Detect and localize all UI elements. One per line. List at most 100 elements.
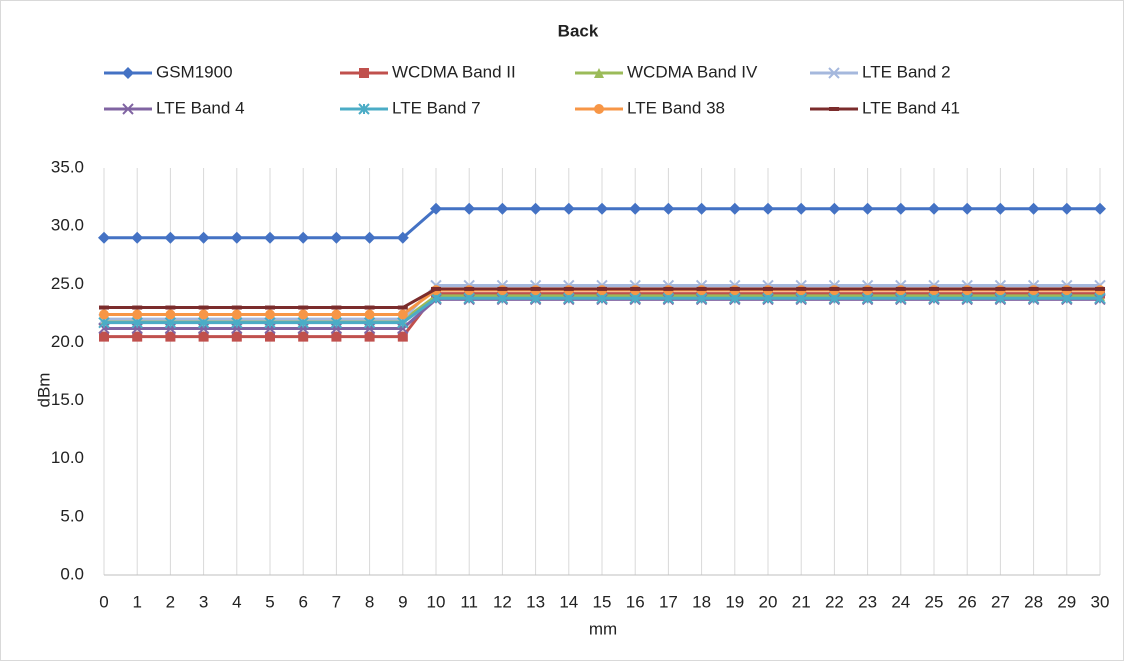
- y-tick-label: 30.0: [51, 216, 84, 235]
- x-tick-label: 20: [759, 592, 778, 611]
- marker: [1094, 202, 1106, 215]
- legend-item: LTE Band 38: [575, 98, 725, 117]
- legend-label: WCDMA Band II: [392, 62, 516, 81]
- x-tick-label: 25: [925, 592, 944, 611]
- marker: [795, 202, 808, 215]
- x-tick-label: 8: [365, 592, 374, 611]
- x-tick-label: 16: [626, 592, 645, 611]
- y-tick-label: 15.0: [51, 390, 84, 409]
- x-tick-label: 28: [1024, 592, 1043, 611]
- marker: [165, 331, 176, 342]
- legend-item: GSM1900: [104, 62, 233, 81]
- marker: [994, 202, 1007, 215]
- marker: [594, 68, 604, 78]
- x-tick-label: 6: [298, 592, 307, 611]
- legend-label: LTE Band 2: [862, 62, 951, 81]
- x-tick-label: 30: [1091, 592, 1110, 611]
- marker: [594, 104, 604, 114]
- marker: [297, 231, 310, 244]
- marker: [330, 231, 343, 244]
- x-tick-label: 4: [232, 592, 241, 611]
- marker: [961, 202, 974, 215]
- legend-item: LTE Band 2: [810, 62, 951, 81]
- legend-label: LTE Band 38: [627, 98, 725, 117]
- legend-item: WCDMA Band II: [340, 62, 516, 81]
- x-tick-label: 3: [199, 592, 208, 611]
- marker: [596, 202, 608, 215]
- y-tick-label: 5.0: [60, 506, 84, 525]
- marker: [828, 67, 840, 79]
- marker: [828, 202, 841, 215]
- marker: [397, 309, 408, 320]
- legend-item: LTE Band 4: [104, 98, 245, 117]
- x-tick-label: 14: [559, 592, 578, 611]
- x-tick-label: 2: [166, 592, 175, 611]
- marker: [695, 202, 708, 215]
- marker: [430, 202, 442, 215]
- y-axis-label: dBm: [34, 373, 53, 408]
- x-tick-label: 11: [460, 592, 478, 611]
- y-tick-label: 20.0: [51, 332, 84, 351]
- marker: [331, 309, 342, 320]
- marker: [359, 68, 369, 78]
- legend-label: WCDMA Band IV: [627, 62, 758, 81]
- marker: [562, 202, 575, 215]
- marker: [231, 309, 242, 320]
- x-tick-label: 21: [792, 592, 811, 611]
- marker: [198, 309, 209, 320]
- marker: [164, 231, 177, 244]
- x-tick-label: 10: [427, 592, 446, 611]
- marker: [397, 331, 408, 342]
- marker: [364, 309, 375, 320]
- marker: [264, 231, 276, 244]
- marker: [230, 231, 243, 244]
- x-tick-label: 26: [958, 592, 977, 611]
- marker: [231, 331, 242, 342]
- x-tick-label: 18: [692, 592, 711, 611]
- marker: [132, 331, 143, 342]
- x-tick-label: 13: [526, 592, 545, 611]
- marker: [762, 202, 774, 215]
- x-tick-label: 12: [493, 592, 512, 611]
- legend-label: LTE Band 41: [862, 98, 960, 117]
- x-tick-label: 29: [1057, 592, 1076, 611]
- marker: [396, 231, 409, 244]
- marker: [364, 331, 375, 342]
- marker: [928, 202, 940, 215]
- marker: [99, 331, 109, 342]
- legend-item: LTE Band 7: [340, 98, 481, 117]
- marker: [265, 309, 275, 320]
- marker: [629, 202, 642, 215]
- y-tick-label: 10.0: [51, 448, 84, 467]
- marker: [529, 202, 542, 215]
- y-tick-label: 35.0: [51, 157, 84, 176]
- x-tick-label: 17: [659, 592, 678, 611]
- marker: [298, 331, 309, 342]
- marker: [99, 309, 109, 320]
- x-tick-label: 1: [132, 592, 141, 611]
- x-tick-label: 27: [991, 592, 1010, 611]
- marker: [198, 331, 209, 342]
- marker: [331, 331, 342, 342]
- marker: [1060, 202, 1073, 215]
- marker: [132, 309, 143, 320]
- legend-item: WCDMA Band IV: [575, 62, 758, 81]
- x-tick-label: 7: [332, 592, 341, 611]
- marker: [463, 202, 476, 215]
- marker: [122, 103, 134, 115]
- x-tick-label: 23: [858, 592, 877, 611]
- marker: [197, 231, 210, 244]
- y-tick-label: 25.0: [51, 274, 84, 293]
- x-axis-label: mm: [589, 619, 617, 638]
- marker: [1027, 202, 1040, 215]
- legend-label: LTE Band 7: [392, 98, 481, 117]
- legend-item: LTE Band 41: [810, 98, 960, 117]
- marker: [131, 231, 144, 244]
- marker: [894, 202, 907, 215]
- x-tick-label: 0: [99, 592, 108, 611]
- marker: [265, 331, 275, 342]
- x-tick-label: 24: [891, 592, 910, 611]
